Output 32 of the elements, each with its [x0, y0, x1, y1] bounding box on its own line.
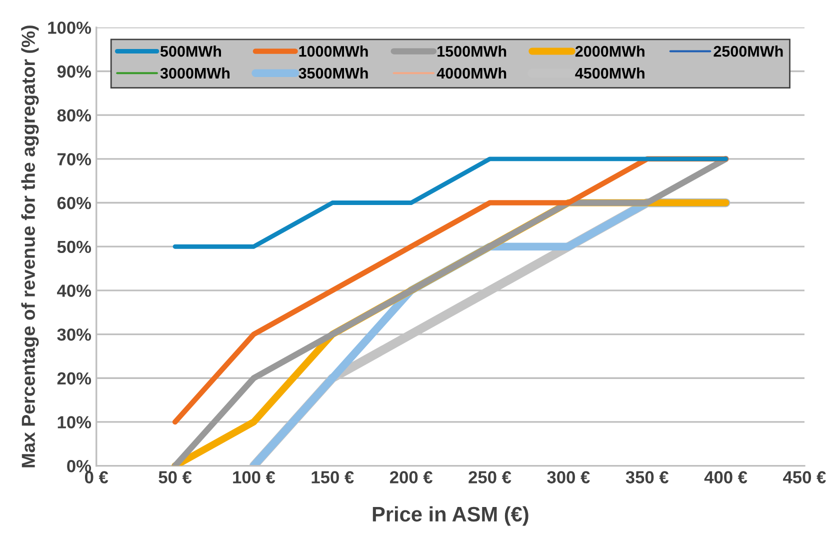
x-tick-label: 450 €: [783, 471, 826, 484]
x-tick-label: 200 €: [390, 471, 433, 484]
x-axis-title: Price in ASM (€): [372, 506, 528, 526]
legend-label: 1000MWh: [299, 46, 368, 57]
x-tick-label: 100 €: [233, 471, 276, 484]
x-tick-label: 300 €: [547, 471, 590, 484]
x-tick-label: 400 €: [704, 471, 748, 484]
x-tick-label: 0 €: [84, 471, 108, 484]
y-tick-label: 50%: [57, 240, 92, 254]
legend-label: 500MWh: [160, 46, 221, 57]
legend-label: 2000MWh: [575, 46, 644, 57]
y-tick-label: 60%: [57, 196, 92, 210]
y-tick-label: 10%: [58, 416, 92, 428]
text: 4500MWh: [575, 67, 644, 79]
x-tick-label: 350 €: [626, 471, 669, 484]
legend-label: 3500MWh: [298, 67, 368, 79]
y-tick-label: 30%: [57, 328, 92, 341]
legend-label: 3000MWh: [160, 67, 230, 79]
legend-label: 2500MWh: [714, 46, 783, 57]
x-tick-label: 250 €: [468, 471, 512, 484]
y-tick-label: 70%: [58, 153, 92, 166]
y-axis-title: Max Percentage of revenue for the aggregator (%): [21, 26, 39, 468]
y-tick-label: 20%: [57, 372, 92, 385]
x-tick-label: 50 €: [158, 471, 192, 484]
y-tick-label: 80%: [57, 109, 92, 122]
legend-label: 4000MWh: [436, 67, 506, 79]
y-tick-label: 40%: [57, 284, 92, 297]
y-tick-label: 90%: [57, 65, 92, 78]
x-tick-label: 150 €: [312, 471, 354, 484]
legend-label: 1500MWh: [438, 46, 506, 57]
y-tick-label: 100%: [48, 22, 92, 34]
y-tick-label: 0%: [67, 460, 92, 472]
